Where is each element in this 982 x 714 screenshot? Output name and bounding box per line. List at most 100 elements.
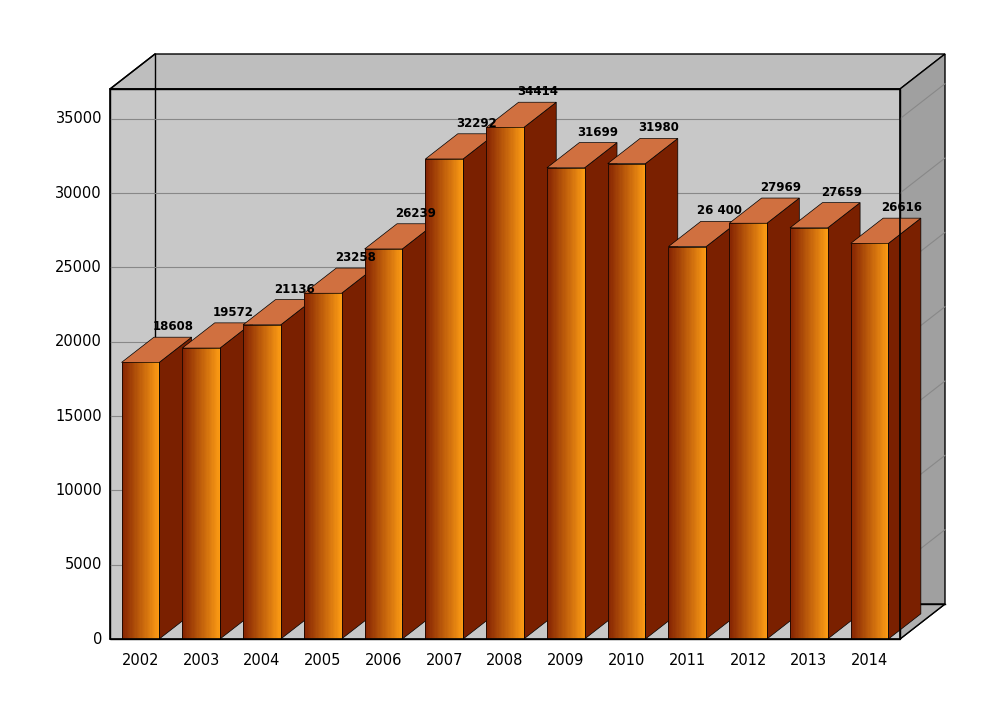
Polygon shape — [862, 243, 863, 639]
Polygon shape — [569, 168, 570, 639]
Polygon shape — [216, 348, 217, 639]
Polygon shape — [430, 159, 432, 639]
Text: 0: 0 — [92, 631, 102, 646]
Polygon shape — [750, 223, 752, 639]
Polygon shape — [678, 246, 679, 639]
Text: 10000: 10000 — [55, 483, 102, 498]
Polygon shape — [399, 249, 400, 639]
Polygon shape — [272, 325, 273, 639]
Polygon shape — [334, 293, 335, 639]
Polygon shape — [510, 127, 512, 639]
Polygon shape — [632, 164, 634, 639]
Polygon shape — [305, 293, 306, 639]
Polygon shape — [332, 293, 333, 639]
Polygon shape — [262, 325, 263, 639]
Polygon shape — [575, 168, 577, 639]
Polygon shape — [573, 168, 574, 639]
Polygon shape — [805, 228, 806, 639]
Polygon shape — [276, 325, 277, 639]
Polygon shape — [492, 127, 494, 639]
Polygon shape — [443, 159, 444, 639]
Polygon shape — [486, 127, 487, 639]
Polygon shape — [500, 127, 501, 639]
Polygon shape — [260, 325, 262, 639]
Polygon shape — [432, 159, 433, 639]
Polygon shape — [330, 293, 332, 639]
Polygon shape — [185, 348, 186, 639]
Text: 32292: 32292 — [457, 117, 497, 130]
Polygon shape — [885, 243, 886, 639]
Polygon shape — [613, 164, 614, 639]
Polygon shape — [553, 168, 555, 639]
Text: 15000: 15000 — [55, 408, 102, 423]
Text: 2009: 2009 — [547, 653, 584, 668]
Polygon shape — [250, 325, 251, 639]
Text: 30000: 30000 — [55, 186, 102, 201]
Text: 35000: 35000 — [56, 111, 102, 126]
Polygon shape — [879, 243, 880, 639]
Polygon shape — [674, 246, 675, 639]
Polygon shape — [447, 159, 448, 639]
Polygon shape — [736, 223, 738, 639]
Polygon shape — [258, 325, 259, 639]
Polygon shape — [373, 249, 375, 639]
Polygon shape — [739, 223, 740, 639]
Polygon shape — [255, 325, 257, 639]
Polygon shape — [143, 363, 144, 639]
Polygon shape — [391, 249, 392, 639]
Polygon shape — [807, 228, 809, 639]
Polygon shape — [333, 293, 334, 639]
Polygon shape — [740, 223, 741, 639]
Polygon shape — [614, 164, 616, 639]
Polygon shape — [517, 127, 518, 639]
Polygon shape — [669, 221, 738, 246]
Polygon shape — [798, 228, 800, 639]
Polygon shape — [190, 348, 191, 639]
Polygon shape — [201, 348, 202, 639]
Polygon shape — [704, 246, 705, 639]
Polygon shape — [110, 89, 900, 639]
Polygon shape — [386, 249, 387, 639]
Polygon shape — [505, 127, 507, 639]
Polygon shape — [380, 249, 381, 639]
Polygon shape — [207, 348, 209, 639]
Polygon shape — [202, 348, 203, 639]
Polygon shape — [439, 159, 441, 639]
Polygon shape — [863, 243, 864, 639]
Polygon shape — [864, 243, 866, 639]
Polygon shape — [640, 164, 641, 639]
Polygon shape — [622, 164, 623, 639]
Polygon shape — [762, 223, 763, 639]
Polygon shape — [853, 243, 854, 639]
Polygon shape — [310, 293, 311, 639]
Polygon shape — [518, 127, 520, 639]
Polygon shape — [507, 127, 508, 639]
Polygon shape — [547, 168, 548, 639]
Polygon shape — [804, 228, 805, 639]
Polygon shape — [251, 325, 253, 639]
Polygon shape — [461, 159, 462, 639]
Polygon shape — [136, 363, 137, 639]
Polygon shape — [214, 348, 215, 639]
Polygon shape — [875, 243, 876, 639]
Polygon shape — [695, 246, 696, 639]
Polygon shape — [574, 168, 575, 639]
Polygon shape — [312, 293, 314, 639]
Polygon shape — [126, 363, 127, 639]
Polygon shape — [319, 293, 320, 639]
Polygon shape — [676, 246, 678, 639]
Polygon shape — [548, 168, 550, 639]
Polygon shape — [504, 127, 505, 639]
Polygon shape — [155, 363, 157, 639]
Polygon shape — [131, 363, 132, 639]
Polygon shape — [793, 228, 795, 639]
Polygon shape — [442, 159, 443, 639]
Polygon shape — [521, 127, 522, 639]
Polygon shape — [401, 249, 403, 639]
Polygon shape — [244, 300, 313, 325]
Polygon shape — [792, 228, 793, 639]
Polygon shape — [555, 168, 556, 639]
Polygon shape — [735, 223, 736, 639]
Polygon shape — [738, 223, 739, 639]
Polygon shape — [452, 159, 453, 639]
